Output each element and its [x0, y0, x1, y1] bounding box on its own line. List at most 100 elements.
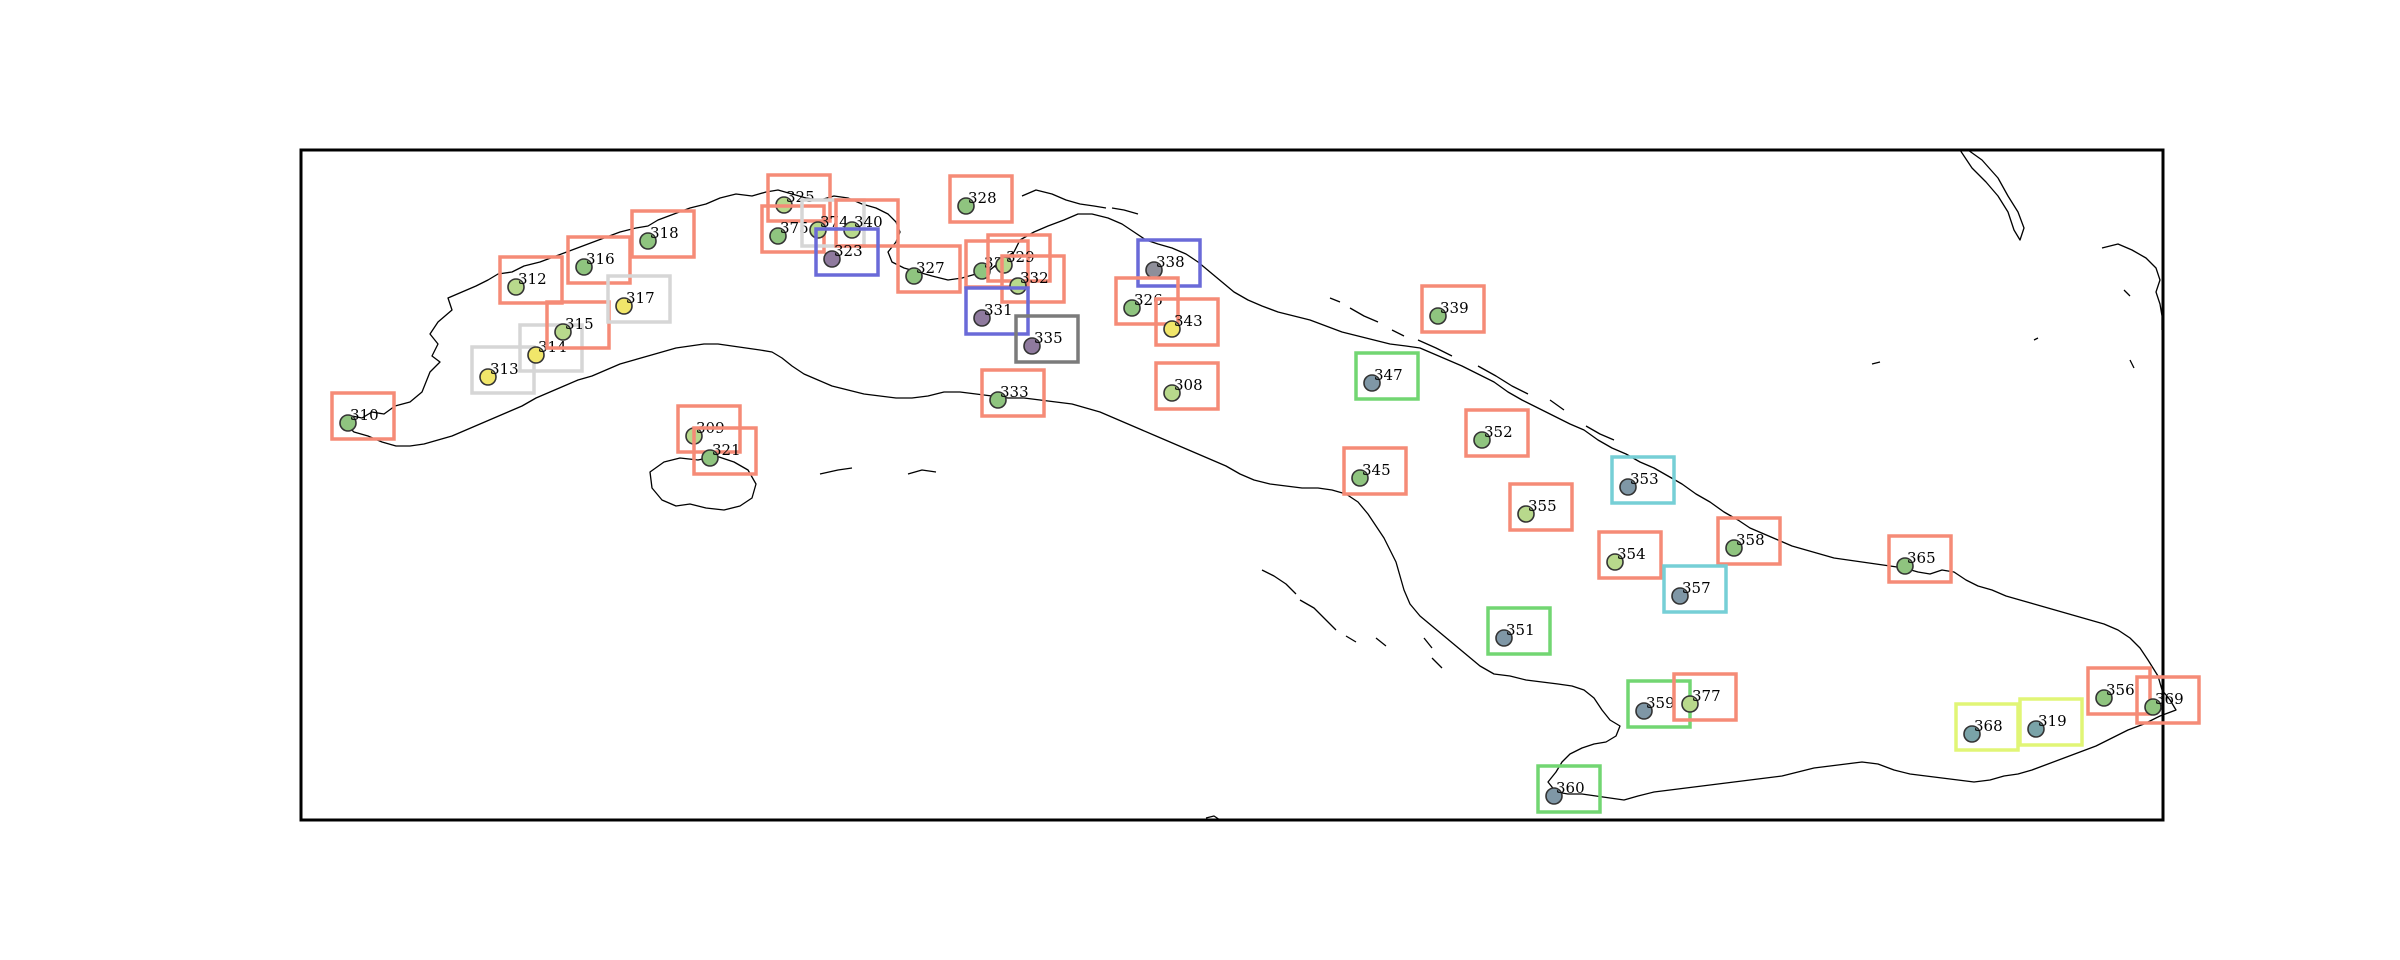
station-377[interactable]: 377 [1672, 672, 1738, 722]
station-dot [2144, 698, 2162, 716]
station-315[interactable]: 315 [545, 300, 611, 350]
station-label: 335 [1034, 329, 1063, 347]
station-label: 327 [916, 259, 945, 277]
station-label: 359 [1646, 694, 1675, 712]
station-316[interactable]: 316 [566, 235, 632, 285]
station-368[interactable]: 368 [1954, 702, 2020, 752]
station-328[interactable]: 328 [948, 174, 1014, 224]
station-dot [575, 258, 593, 276]
station-319[interactable]: 319 [2018, 697, 2084, 747]
station-box [1610, 455, 1676, 505]
station-box [545, 300, 611, 350]
station-dot [769, 227, 787, 245]
station-347[interactable]: 347 [1354, 351, 1420, 401]
station-312[interactable]: 312 [498, 255, 564, 305]
station-box [2018, 697, 2084, 747]
station-340[interactable]: 340 [834, 198, 900, 248]
map-frame [299, 148, 2165, 822]
station-box [1000, 254, 1066, 304]
station-dot [1725, 539, 1743, 557]
station-dot [1963, 725, 1981, 743]
station-box [1354, 351, 1420, 401]
station-dot [905, 267, 923, 285]
station-dot [1896, 557, 1914, 575]
station-label: 352 [1484, 423, 1513, 441]
station-327[interactable]: 327 [896, 244, 962, 294]
station-345[interactable]: 345 [1342, 446, 1408, 496]
station-dot [507, 278, 525, 296]
station-dot [479, 368, 497, 386]
station-label: 310 [350, 406, 379, 424]
southern-cays [819, 467, 1443, 669]
station-318[interactable]: 318 [630, 209, 696, 259]
station-dot [1163, 384, 1181, 402]
station-dot [823, 250, 841, 268]
station-360[interactable]: 360 [1536, 764, 1602, 814]
station-dot [1429, 307, 1447, 325]
station-308[interactable]: 308 [1154, 361, 1220, 411]
station-dot [1671, 587, 1689, 605]
station-box [2135, 675, 2201, 725]
station-356[interactable]: 356 [2086, 666, 2152, 716]
station-label: 318 [650, 224, 679, 242]
station-323[interactable]: 323 [814, 227, 880, 277]
station-353[interactable]: 353 [1610, 455, 1676, 505]
station-box [1536, 764, 1602, 814]
station-369[interactable]: 369 [2135, 675, 2201, 725]
station-label: 313 [490, 360, 519, 378]
station-335[interactable]: 335 [1014, 314, 1080, 364]
station-310[interactable]: 310 [330, 391, 396, 441]
station-box [834, 198, 900, 248]
station-box [800, 198, 866, 248]
station-317[interactable]: 317 [606, 274, 672, 324]
station-box [1136, 238, 1202, 288]
station-label: 331 [984, 301, 1013, 319]
station-box [1114, 276, 1180, 326]
station-339[interactable]: 339 [1420, 284, 1486, 334]
station-label: 347 [1374, 366, 1403, 384]
station-354[interactable]: 354 [1597, 530, 1663, 580]
station-357[interactable]: 357 [1662, 564, 1728, 614]
station-326[interactable]: 326 [1114, 276, 1180, 326]
station-label: 351 [1506, 621, 1535, 639]
station-box [1597, 530, 1663, 580]
station-333[interactable]: 333 [980, 368, 1046, 418]
station-label: 319 [2038, 712, 2067, 730]
station-box [330, 391, 396, 441]
station-dot [989, 391, 1007, 409]
station-label: 340 [854, 213, 883, 231]
station-label: 357 [1682, 579, 1711, 597]
station-box [606, 274, 672, 324]
station-label: 365 [1907, 549, 1936, 567]
station-352[interactable]: 352 [1464, 408, 1530, 458]
station-label: 355 [1528, 497, 1557, 515]
station-dot [1163, 320, 1181, 338]
station-label: 312 [518, 270, 547, 288]
station-dot [957, 197, 975, 215]
station-label: 323 [834, 242, 863, 260]
station-325[interactable]: 325 [766, 173, 832, 223]
station-332[interactable]: 332 [1000, 254, 1066, 304]
station-label: 339 [1440, 299, 1469, 317]
station-dot [339, 414, 357, 432]
station-343[interactable]: 343 [1154, 297, 1220, 347]
station-dot [1606, 553, 1624, 571]
northern-cays [1021, 189, 1615, 441]
station-dot [554, 323, 572, 341]
station-321[interactable]: 321 [692, 426, 758, 476]
station-dot [1495, 629, 1513, 647]
station-label: 328 [968, 189, 997, 207]
station-label: 338 [1156, 253, 1185, 271]
station-331[interactable]: 331 [964, 286, 1030, 336]
station-label: 316 [586, 250, 615, 268]
station-365[interactable]: 365 [1887, 534, 1953, 584]
station-label: 333 [1000, 383, 1029, 401]
station-box [498, 255, 564, 305]
station-355[interactable]: 355 [1508, 482, 1574, 532]
station-351[interactable]: 351 [1486, 606, 1552, 656]
station-dot [2095, 689, 2113, 707]
station-358[interactable]: 358 [1716, 516, 1782, 566]
station-label: 308 [1174, 376, 1203, 394]
station-dot [1681, 695, 1699, 713]
